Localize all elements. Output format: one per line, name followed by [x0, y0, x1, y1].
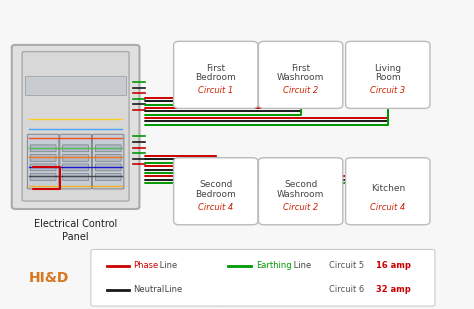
Text: Line: Line — [157, 261, 177, 270]
Text: First: First — [291, 64, 310, 73]
FancyBboxPatch shape — [30, 164, 56, 171]
FancyBboxPatch shape — [63, 164, 89, 171]
Text: Bedroom: Bedroom — [195, 190, 236, 199]
Text: www.homeimprovementanddecor.com: www.homeimprovementanddecor.com — [176, 302, 298, 307]
Text: Second: Second — [199, 180, 232, 189]
Text: First: First — [206, 64, 225, 73]
FancyBboxPatch shape — [22, 52, 129, 201]
FancyBboxPatch shape — [30, 145, 56, 152]
FancyBboxPatch shape — [346, 41, 430, 108]
Text: Circuit 4: Circuit 4 — [198, 203, 233, 212]
Text: Kitchen: Kitchen — [371, 184, 405, 193]
FancyBboxPatch shape — [346, 158, 430, 225]
Text: Circuit 6: Circuit 6 — [329, 285, 364, 294]
Text: Bedroom: Bedroom — [195, 74, 236, 83]
FancyBboxPatch shape — [95, 173, 121, 180]
Text: Room: Room — [375, 74, 401, 83]
Text: HI&D: HI&D — [28, 271, 69, 285]
FancyBboxPatch shape — [95, 154, 121, 161]
FancyBboxPatch shape — [27, 134, 59, 189]
FancyBboxPatch shape — [173, 158, 258, 225]
FancyBboxPatch shape — [30, 154, 56, 161]
FancyBboxPatch shape — [12, 45, 139, 209]
Text: Line: Line — [162, 285, 182, 294]
FancyBboxPatch shape — [63, 173, 89, 180]
FancyBboxPatch shape — [63, 154, 89, 161]
Text: Circuit 2: Circuit 2 — [283, 86, 318, 95]
Text: Electrical Control
Panel: Electrical Control Panel — [34, 219, 117, 242]
FancyBboxPatch shape — [60, 134, 91, 189]
Text: Circuit 2: Circuit 2 — [283, 203, 318, 212]
FancyBboxPatch shape — [95, 145, 121, 152]
FancyBboxPatch shape — [30, 173, 56, 180]
Text: Neutral: Neutral — [133, 285, 164, 294]
Text: Circuit 3: Circuit 3 — [370, 86, 405, 95]
FancyBboxPatch shape — [258, 158, 343, 225]
FancyBboxPatch shape — [91, 249, 435, 306]
FancyBboxPatch shape — [63, 145, 89, 152]
Text: Phase: Phase — [133, 261, 159, 270]
Text: Earthing: Earthing — [256, 261, 292, 270]
Text: Circuit 1: Circuit 1 — [198, 86, 233, 95]
Text: Circuit 4: Circuit 4 — [370, 203, 405, 212]
Text: Washroom: Washroom — [277, 190, 324, 199]
FancyBboxPatch shape — [173, 41, 258, 108]
Text: Circuit 5: Circuit 5 — [329, 261, 364, 270]
FancyBboxPatch shape — [258, 41, 343, 108]
Text: Living: Living — [374, 64, 401, 73]
Text: Second: Second — [284, 180, 317, 189]
FancyBboxPatch shape — [26, 76, 126, 95]
FancyBboxPatch shape — [92, 134, 124, 189]
Text: Washroom: Washroom — [277, 74, 324, 83]
Text: 32 amp: 32 amp — [376, 285, 411, 294]
Text: Line: Line — [291, 261, 311, 270]
FancyBboxPatch shape — [95, 164, 121, 171]
Text: 16 amp: 16 amp — [376, 261, 411, 270]
